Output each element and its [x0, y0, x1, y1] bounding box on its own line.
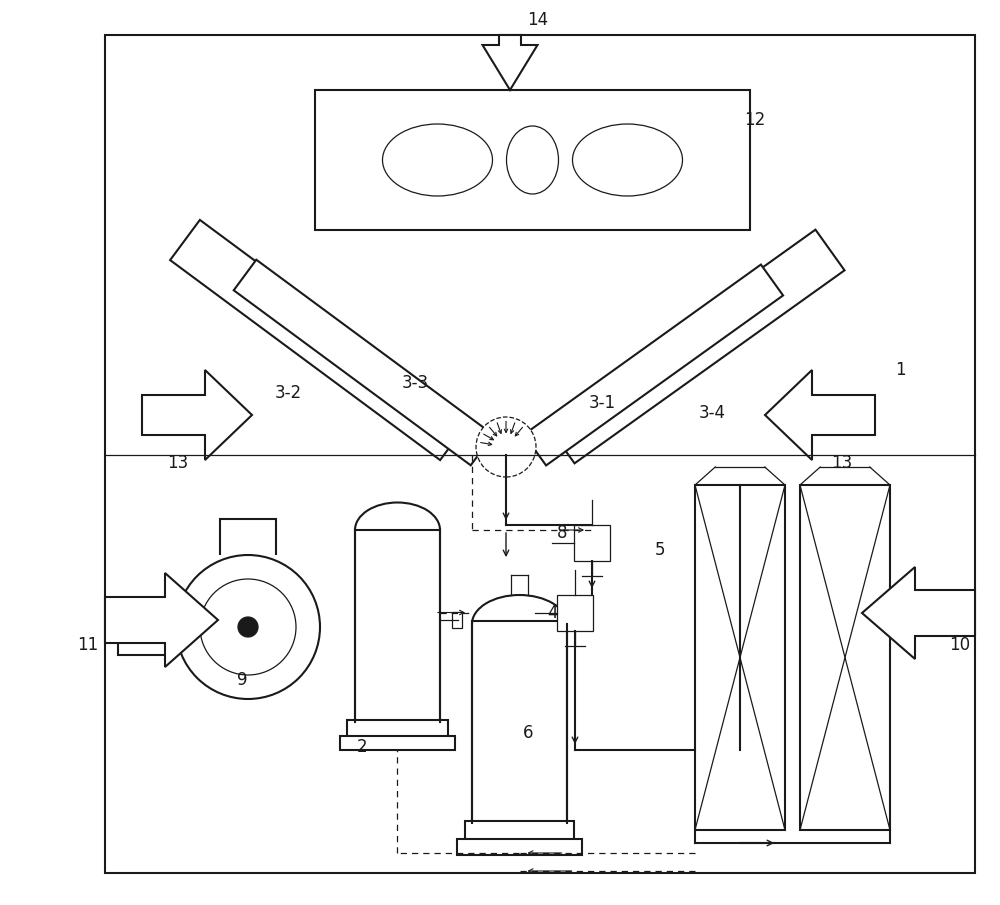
- Text: 3-2: 3-2: [274, 384, 302, 402]
- Text: 6: 6: [523, 724, 533, 742]
- Polygon shape: [862, 567, 975, 659]
- Text: 11: 11: [77, 636, 99, 654]
- Circle shape: [476, 417, 536, 477]
- Polygon shape: [234, 260, 493, 465]
- Bar: [355, 530, 440, 722]
- Text: 5: 5: [655, 541, 665, 559]
- Text: 3-1: 3-1: [588, 394, 616, 412]
- Text: 4: 4: [547, 604, 557, 622]
- Bar: [452, 612, 462, 628]
- Text: 3-3: 3-3: [401, 374, 429, 392]
- Polygon shape: [142, 370, 252, 460]
- Ellipse shape: [572, 124, 682, 196]
- Bar: [315, 90, 750, 230]
- Text: 13: 13: [167, 454, 189, 472]
- Bar: [457, 839, 582, 855]
- Ellipse shape: [506, 126, 558, 194]
- Polygon shape: [482, 35, 538, 90]
- Bar: [472, 621, 567, 823]
- Text: 2: 2: [357, 738, 367, 756]
- Circle shape: [176, 555, 320, 699]
- Bar: [557, 595, 593, 631]
- Text: 3-4: 3-4: [698, 404, 726, 422]
- Text: 14: 14: [527, 11, 549, 29]
- Text: 1: 1: [895, 361, 905, 379]
- Circle shape: [238, 617, 258, 637]
- Bar: [800, 485, 890, 830]
- Bar: [465, 821, 574, 841]
- Bar: [695, 485, 785, 830]
- Polygon shape: [170, 220, 470, 460]
- Ellipse shape: [382, 124, 492, 196]
- Text: 13: 13: [831, 454, 853, 472]
- Polygon shape: [524, 264, 783, 465]
- Text: 9: 9: [237, 671, 247, 689]
- Text: 10: 10: [949, 636, 971, 654]
- Bar: [105, 35, 975, 873]
- Bar: [347, 720, 448, 738]
- Polygon shape: [765, 370, 875, 460]
- Circle shape: [200, 579, 296, 675]
- Text: 8: 8: [557, 524, 567, 542]
- Polygon shape: [105, 573, 218, 667]
- Polygon shape: [545, 230, 845, 463]
- Text: 12: 12: [744, 111, 766, 129]
- Bar: [574, 525, 610, 561]
- Bar: [340, 736, 455, 750]
